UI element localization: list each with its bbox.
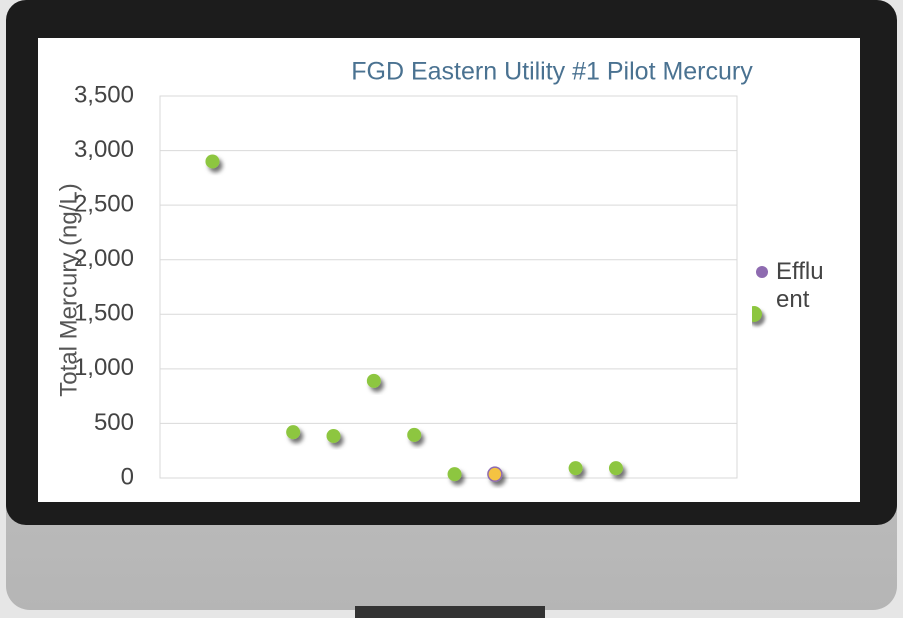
legend-box: Effluent [752,256,842,336]
point [286,425,300,439]
point [367,374,381,388]
point [205,154,219,168]
legend-marker [752,306,762,322]
chart-title: FGD Eastern Utility #1 Pilot Mercury [351,58,753,86]
monitor: FGD Eastern Utility #1 Pilot Mercury Tot… [0,0,903,618]
legend: Effluent [752,256,842,336]
y-tick-label: 0 [121,463,134,490]
legend-marker [756,266,768,278]
point [327,429,341,443]
point [569,461,583,475]
y-tick-label: 3,000 [74,136,134,163]
y-tick-label: 500 [94,409,134,436]
point [448,467,462,481]
stand [355,606,545,618]
y-tick-label: 1,500 [74,300,134,327]
point [488,467,502,481]
legend-label: Effluent [776,258,826,314]
y-tick-label: 2,000 [74,245,134,272]
point [609,461,623,475]
y-tick-label: 1,000 [74,354,134,381]
y-tick-label: 3,500 [74,81,134,108]
point [407,428,421,442]
y-tick-label: 2,500 [74,190,134,217]
